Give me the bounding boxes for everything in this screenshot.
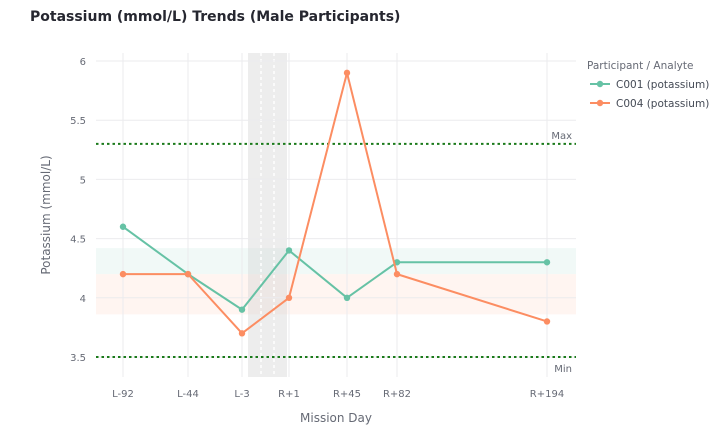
series-1-point-rp45 <box>343 294 351 301</box>
x-tick-label: L-3 <box>234 389 249 400</box>
series-2-point-rp1 <box>285 294 293 301</box>
tick-labels: 3.5 4 4.5 5 5.5 6 L-92 L-44 L-3 R+1 R+45 R+82 R+194 <box>70 57 564 400</box>
x-tick-label: R+194 <box>530 389 564 400</box>
x-axis-title: Mission Day <box>300 411 372 425</box>
reference-lines: Max Min <box>96 131 576 375</box>
reference-band-1 <box>96 248 576 275</box>
series-lines <box>119 69 551 337</box>
reference-label-min: Min <box>554 364 572 375</box>
legend-title: Participant / Analyte <box>587 60 693 72</box>
y-tick-label: 6 <box>80 57 86 68</box>
legend[interactable]: Participant / Analyte C001 (potassium) C00… <box>587 60 709 110</box>
series-1-point-rp1 <box>285 247 293 254</box>
legend-swatch-marker <box>596 99 604 107</box>
legend-item-1[interactable]: C001 (potassium) <box>590 79 709 91</box>
y-tick-label: 5 <box>80 175 86 186</box>
legend-label: C001 (potassium) <box>616 79 709 91</box>
series-2-point-lm92 <box>119 270 127 278</box>
series-1-point-rp194 <box>543 259 551 266</box>
y-tick-label: 5.5 <box>70 116 86 127</box>
y-tick-label: 4 <box>80 294 86 305</box>
reference-label-max: Max <box>551 131 572 142</box>
flight-window-band <box>248 53 287 377</box>
legend-label: C004 (potassium) <box>616 98 709 110</box>
series-2-point-lm3 <box>238 330 246 337</box>
reference-bands <box>96 248 576 315</box>
x-tick-label: L-44 <box>177 389 199 400</box>
legend-item-2[interactable]: C004 (potassium) <box>590 98 709 110</box>
series-2-point-rp194 <box>543 318 551 325</box>
y-tick-label: 4.5 <box>70 235 86 246</box>
y-axis-title: Potassium (mmol/L) <box>39 155 53 274</box>
series-2-point-rp45 <box>343 69 351 77</box>
chart-title: Potassium (mmol/L) Trends (Male Particip… <box>30 9 401 25</box>
x-tick-label: R+1 <box>278 389 300 400</box>
x-tick-label: R+82 <box>383 389 411 400</box>
reference-band-2 <box>96 274 576 315</box>
series-1-point-lm3 <box>238 306 246 313</box>
x-tick-label: R+45 <box>333 389 361 400</box>
series-2-point-rp82 <box>393 270 401 278</box>
series-2-point-lm44 <box>184 270 192 278</box>
legend-swatch-marker <box>596 80 604 88</box>
flight-window <box>248 53 287 377</box>
y-tick-label: 3.5 <box>70 353 86 364</box>
gridlines <box>96 53 576 377</box>
series-1-point-lm92 <box>119 223 127 230</box>
x-tick-label: L-92 <box>112 389 134 400</box>
